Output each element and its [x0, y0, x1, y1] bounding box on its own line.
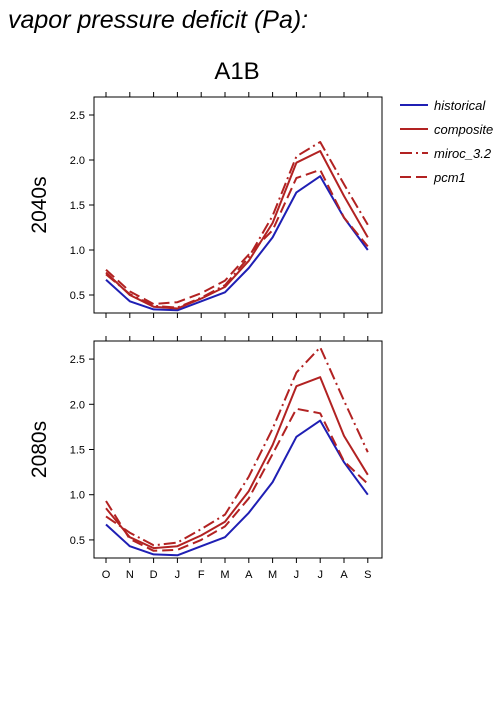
y-tick-label: 1.0: [70, 245, 85, 257]
y-tick-label: 0.5: [70, 535, 85, 547]
series-line-miroc_3.2: [105, 346, 369, 547]
series-line-composite: [105, 376, 369, 550]
x-tick-label: J: [317, 569, 323, 581]
legend-label: pcm1: [433, 170, 466, 185]
y-tick-label: 2.5: [70, 110, 85, 122]
series-line-pcm1: [105, 407, 369, 552]
panel-label: 2040s: [28, 176, 51, 233]
legend-item-miroc_3.2: miroc_3.2: [400, 146, 492, 161]
series-line-composite: [105, 150, 369, 310]
x-tick-label: A: [340, 569, 348, 581]
legend-label: composite: [434, 122, 493, 137]
panel-frame: [93, 340, 383, 559]
x-tick-label: M: [268, 569, 277, 581]
y-tick-label: 2.5: [70, 354, 85, 366]
legend: historical composite miroc_3.2 pcm1: [400, 98, 493, 185]
figure-title: vapor pressure deficit (Pa):: [8, 6, 309, 34]
column-title: A1B: [214, 58, 259, 85]
y-tick-label: 2.0: [70, 155, 85, 167]
x-tick-label: J: [175, 569, 181, 581]
x-tick-label: M: [220, 569, 229, 581]
x-tick-label: O: [102, 569, 111, 581]
y-tick-label: 1.5: [70, 445, 85, 457]
y-tick-label: 1.0: [70, 490, 85, 502]
panel-label: 2080s: [28, 421, 51, 478]
legend-label: miroc_3.2: [434, 146, 492, 161]
x-tick-label: N: [126, 569, 134, 581]
panel-2040s: 0.5 1.0 1.5 2.0 2.5 2040s: [28, 92, 383, 318]
x-tick-label: J: [294, 569, 300, 581]
x-tick-label: D: [150, 569, 158, 581]
y-tick-label: 0.5: [70, 290, 85, 302]
y-tick-label: 2.0: [70, 399, 85, 411]
x-tick-label: A: [245, 569, 253, 581]
series-line-historical: [105, 175, 369, 312]
series-line-historical: [105, 419, 369, 557]
series-line-miroc_3.2: [105, 141, 369, 309]
y-tick-label: 1.5: [70, 200, 85, 212]
legend-item-composite: composite: [400, 122, 493, 137]
x-tick-label: F: [198, 569, 205, 581]
panel-2080s: 0.5 1.0 1.5 2.0 2.5 2080s O N D J F M A M J J A S: [28, 336, 383, 581]
legend-label: historical: [434, 98, 486, 113]
legend-item-pcm1: pcm1: [400, 170, 466, 185]
chart-panels: 0.5 1.0 1.5 2.0 2.5 2040s 0.5 1.0 1.5 2.0 2.5 2080s…: [28, 92, 383, 581]
series-line-pcm1: [105, 168, 369, 305]
x-tick-label: S: [364, 569, 371, 581]
legend-item-historical: historical: [400, 98, 486, 113]
